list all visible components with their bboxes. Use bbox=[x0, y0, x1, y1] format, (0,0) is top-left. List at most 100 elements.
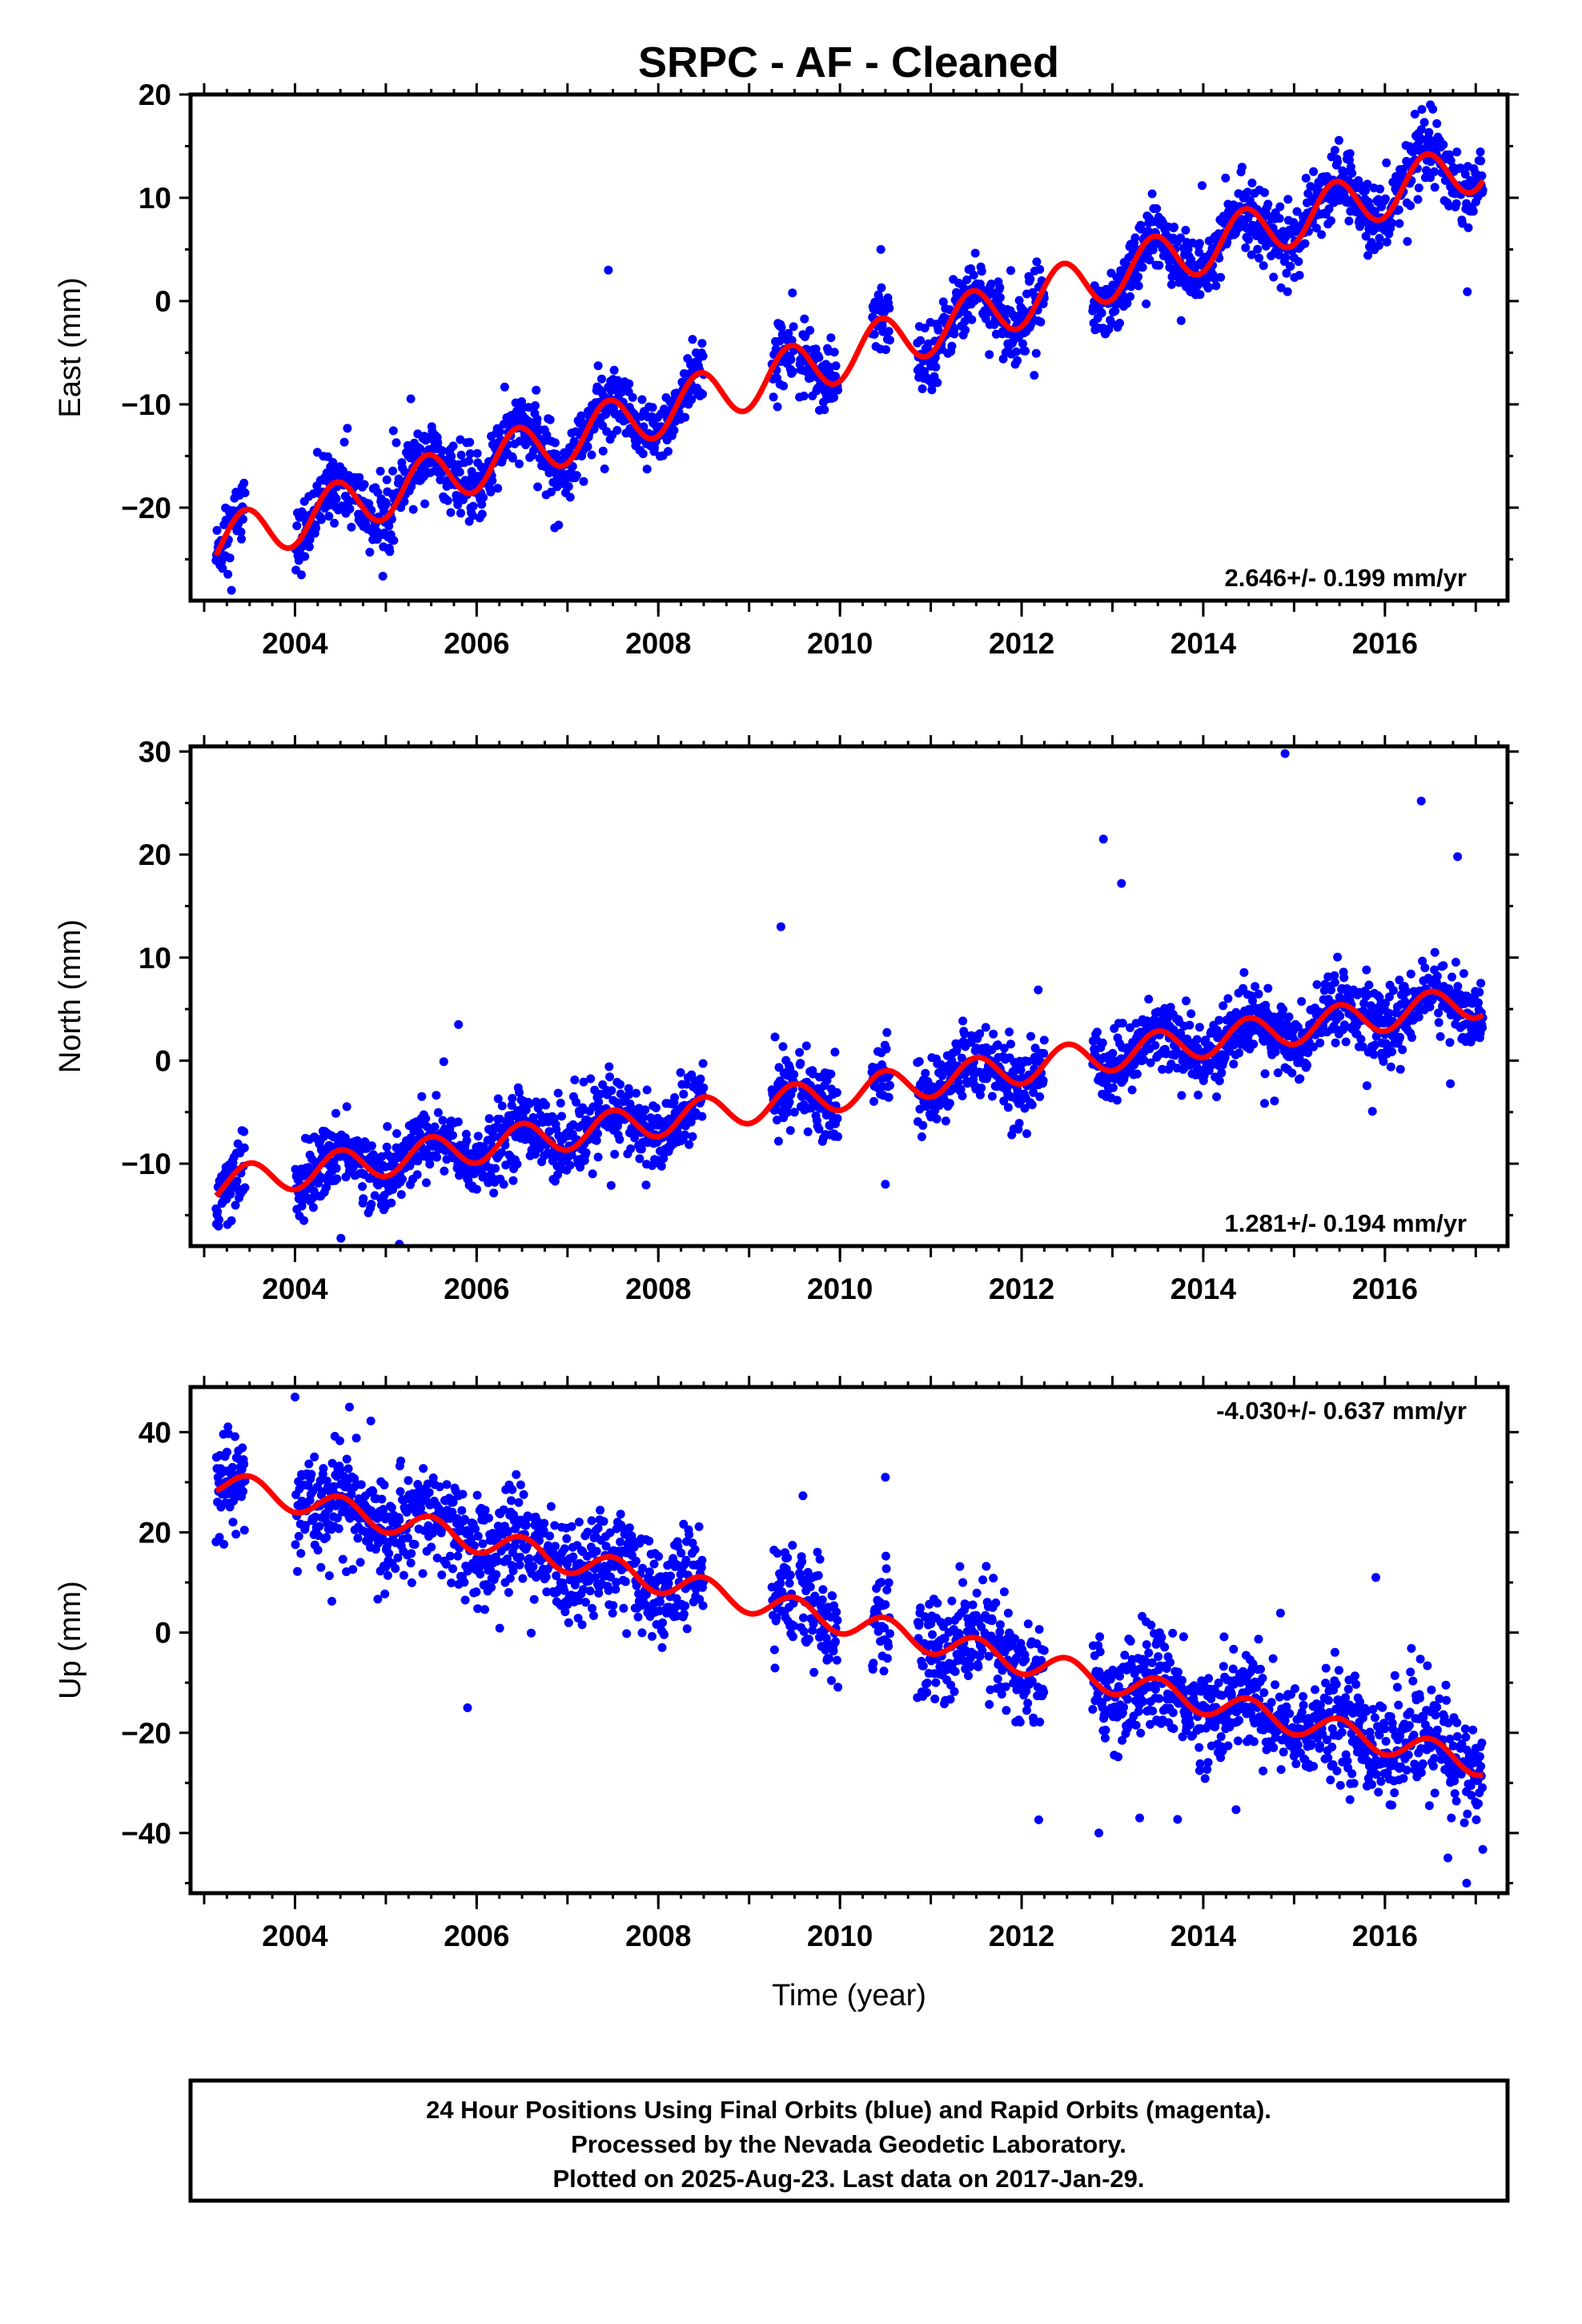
data-point bbox=[958, 1092, 967, 1100]
data-point bbox=[484, 1514, 493, 1523]
data-point bbox=[1476, 979, 1486, 988]
data-point bbox=[785, 1097, 794, 1107]
data-point bbox=[1395, 1032, 1405, 1042]
data-point bbox=[512, 1160, 522, 1169]
data-point bbox=[593, 361, 603, 371]
data-point bbox=[1459, 969, 1468, 979]
data-point bbox=[600, 464, 609, 473]
data-point bbox=[1192, 1035, 1202, 1044]
data-point bbox=[438, 1116, 448, 1125]
data-point bbox=[1260, 1099, 1269, 1108]
data-point bbox=[1477, 171, 1487, 180]
data-point bbox=[1259, 261, 1268, 271]
data-point bbox=[1413, 195, 1423, 204]
data-point bbox=[1416, 125, 1426, 135]
data-point bbox=[1452, 199, 1461, 208]
data-point bbox=[235, 1370, 243, 1379]
data-point bbox=[231, 1432, 239, 1441]
data-point bbox=[1263, 983, 1273, 993]
data-point bbox=[403, 1533, 412, 1542]
data-point bbox=[635, 1154, 644, 1164]
data-point bbox=[1270, 1096, 1279, 1106]
data-point bbox=[967, 315, 977, 324]
data-point bbox=[676, 1068, 685, 1077]
data-point bbox=[532, 414, 542, 424]
data-point bbox=[814, 1124, 824, 1134]
data-point bbox=[884, 327, 893, 336]
data-point bbox=[324, 1504, 334, 1514]
data-point bbox=[382, 475, 391, 485]
data-point bbox=[920, 324, 930, 333]
east-model-fit-line bbox=[213, 151, 1486, 557]
data-point bbox=[1134, 281, 1143, 291]
data-point bbox=[567, 1522, 576, 1531]
data-point bbox=[1279, 1005, 1288, 1015]
data-point bbox=[1098, 1038, 1107, 1047]
data-point bbox=[1287, 1068, 1297, 1078]
x-tick-label: 2008 bbox=[625, 1273, 691, 1305]
data-point bbox=[961, 325, 970, 335]
data-point bbox=[1282, 1019, 1291, 1028]
data-point bbox=[421, 1114, 431, 1124]
data-point bbox=[472, 1587, 481, 1597]
data-point bbox=[1476, 147, 1485, 157]
data-point bbox=[679, 1089, 689, 1099]
data-point bbox=[1223, 994, 1233, 1003]
data-point-outlier bbox=[881, 1180, 890, 1189]
data-point bbox=[378, 572, 387, 581]
data-point bbox=[373, 1594, 383, 1604]
data-point bbox=[1186, 1009, 1196, 1019]
data-point bbox=[508, 1485, 517, 1494]
data-point bbox=[324, 512, 334, 521]
data-point bbox=[1447, 972, 1456, 982]
data-point bbox=[654, 1552, 664, 1561]
data-point bbox=[406, 1558, 416, 1568]
data-point bbox=[592, 1136, 601, 1145]
data-point bbox=[493, 484, 503, 493]
data-point bbox=[487, 1582, 496, 1592]
data-point bbox=[484, 1114, 494, 1124]
data-point bbox=[239, 1459, 249, 1469]
data-point bbox=[1331, 1038, 1340, 1047]
data-point bbox=[420, 499, 430, 509]
data-point bbox=[1247, 250, 1256, 259]
data-point bbox=[805, 326, 815, 335]
data-point bbox=[400, 497, 409, 506]
data-point bbox=[527, 1628, 536, 1638]
data-point bbox=[464, 456, 473, 466]
data-point bbox=[472, 1490, 482, 1500]
data-point bbox=[439, 1057, 448, 1067]
data-point bbox=[789, 1070, 799, 1080]
data-point bbox=[1286, 262, 1295, 271]
data-point bbox=[336, 1233, 346, 1243]
data-point bbox=[1006, 1039, 1015, 1049]
data-point bbox=[1364, 980, 1374, 990]
data-point bbox=[395, 1515, 404, 1525]
data-point bbox=[225, 553, 235, 563]
data-point bbox=[1340, 167, 1350, 177]
data-point bbox=[1263, 199, 1273, 209]
data-point bbox=[305, 535, 315, 545]
data-point bbox=[933, 378, 942, 388]
data-point bbox=[422, 1178, 431, 1188]
data-point bbox=[508, 453, 517, 463]
data-point bbox=[447, 452, 456, 461]
data-point bbox=[1170, 223, 1178, 231]
data-point bbox=[239, 1127, 249, 1136]
data-point bbox=[460, 1514, 469, 1524]
x-tick-label: 2014 bbox=[1170, 627, 1237, 660]
data-point bbox=[239, 514, 247, 524]
data-point bbox=[1276, 283, 1286, 292]
data-point bbox=[787, 336, 797, 345]
data-point bbox=[342, 1102, 351, 1112]
data-point bbox=[917, 384, 927, 393]
data-point bbox=[240, 1183, 250, 1192]
data-point bbox=[497, 1101, 507, 1111]
data-point bbox=[588, 1603, 597, 1613]
data-point bbox=[1330, 978, 1339, 987]
data-point bbox=[533, 1104, 543, 1113]
data-point bbox=[489, 1188, 499, 1198]
data-point bbox=[1239, 983, 1248, 993]
data-point bbox=[546, 1502, 556, 1511]
data-point bbox=[332, 1472, 342, 1482]
